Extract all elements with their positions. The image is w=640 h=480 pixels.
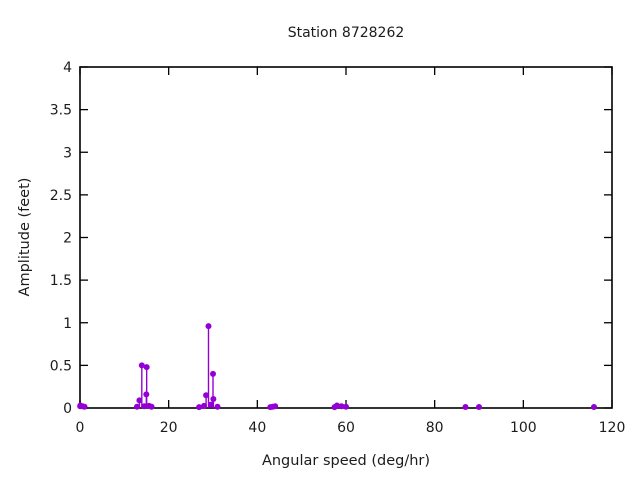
plot-layer: 0 20 40 60 80 100 120 0 0.5 1 1.5 2 2.5 3 3.5 4 (50, 60, 626, 436)
data-point-marker (196, 404, 203, 411)
data-point-marker (136, 397, 143, 404)
y-tick-label: 0 (63, 401, 72, 417)
y-tick-label: 1 (63, 316, 72, 332)
data-point-marker (343, 403, 349, 410)
data-point-marker (590, 403, 597, 410)
y-tick-label: 4 (63, 60, 72, 76)
x-tick-label: 80 (426, 420, 444, 436)
y-tick-label: 1.5 (50, 273, 72, 289)
data-point-marker (272, 403, 279, 410)
y-tick-label: 2.5 (50, 188, 72, 204)
x-tick-label: 0 (76, 420, 85, 436)
data-point-marker (210, 370, 216, 377)
data-point-marker (462, 403, 469, 410)
x-tick-label: 120 (599, 420, 626, 436)
data-point-marker (338, 403, 345, 410)
x-tick-label: 40 (248, 420, 266, 436)
data-point-marker (133, 403, 140, 410)
data-point-marker (207, 401, 214, 408)
x-axis-label: Angular speed (deg/hr) (262, 453, 430, 469)
x-tick-label: 20 (160, 420, 178, 436)
data-point-marker (200, 402, 207, 409)
data-point-marker (81, 403, 88, 410)
data-point-marker (143, 391, 150, 398)
data-point-marker (143, 364, 150, 371)
data-point-marker (141, 403, 148, 410)
y-tick-label: 3 (63, 145, 72, 161)
x-tick-label: 60 (337, 420, 355, 436)
x-tick-label: 100 (510, 420, 537, 436)
data-point-marker (476, 403, 482, 410)
data-point-marker (203, 392, 210, 399)
y-tick-label: 2 (63, 231, 72, 247)
chart-title: Station 8728262 (288, 25, 405, 41)
data-point-marker (333, 402, 340, 409)
y-tick-label: 0.5 (50, 358, 72, 374)
y-axis-label: Amplitude (feet) (17, 178, 33, 297)
data-point-marker (214, 403, 221, 410)
data-point-marker (148, 403, 155, 410)
data-point-marker (210, 396, 217, 403)
plot-border (79, 66, 613, 409)
data-point-marker (205, 323, 212, 330)
y-tick-label: 3.5 (50, 103, 72, 119)
data-point-marker (138, 362, 145, 369)
